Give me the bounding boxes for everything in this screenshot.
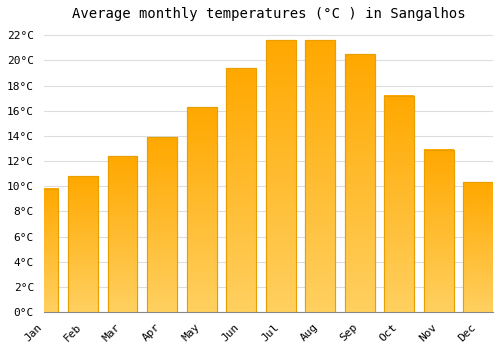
Bar <box>29 189 58 312</box>
Bar <box>345 54 374 312</box>
Bar <box>187 107 216 312</box>
Bar <box>464 182 493 312</box>
Bar <box>68 176 98 312</box>
Bar <box>68 176 98 312</box>
Bar <box>424 150 454 312</box>
Bar <box>306 40 335 312</box>
Title: Average monthly temperatures (°C ) in Sangalhos: Average monthly temperatures (°C ) in Sa… <box>72 7 465 21</box>
Bar <box>266 40 296 312</box>
Bar <box>226 68 256 312</box>
Bar <box>108 156 138 312</box>
Bar <box>187 107 216 312</box>
Bar <box>148 137 177 312</box>
Bar <box>424 150 454 312</box>
Bar <box>306 40 335 312</box>
Bar <box>148 137 177 312</box>
Bar <box>226 68 256 312</box>
Bar <box>464 182 493 312</box>
Bar <box>266 40 296 312</box>
Bar <box>384 96 414 312</box>
Bar <box>345 54 374 312</box>
Bar <box>29 189 58 312</box>
Bar <box>108 156 138 312</box>
Bar <box>384 96 414 312</box>
